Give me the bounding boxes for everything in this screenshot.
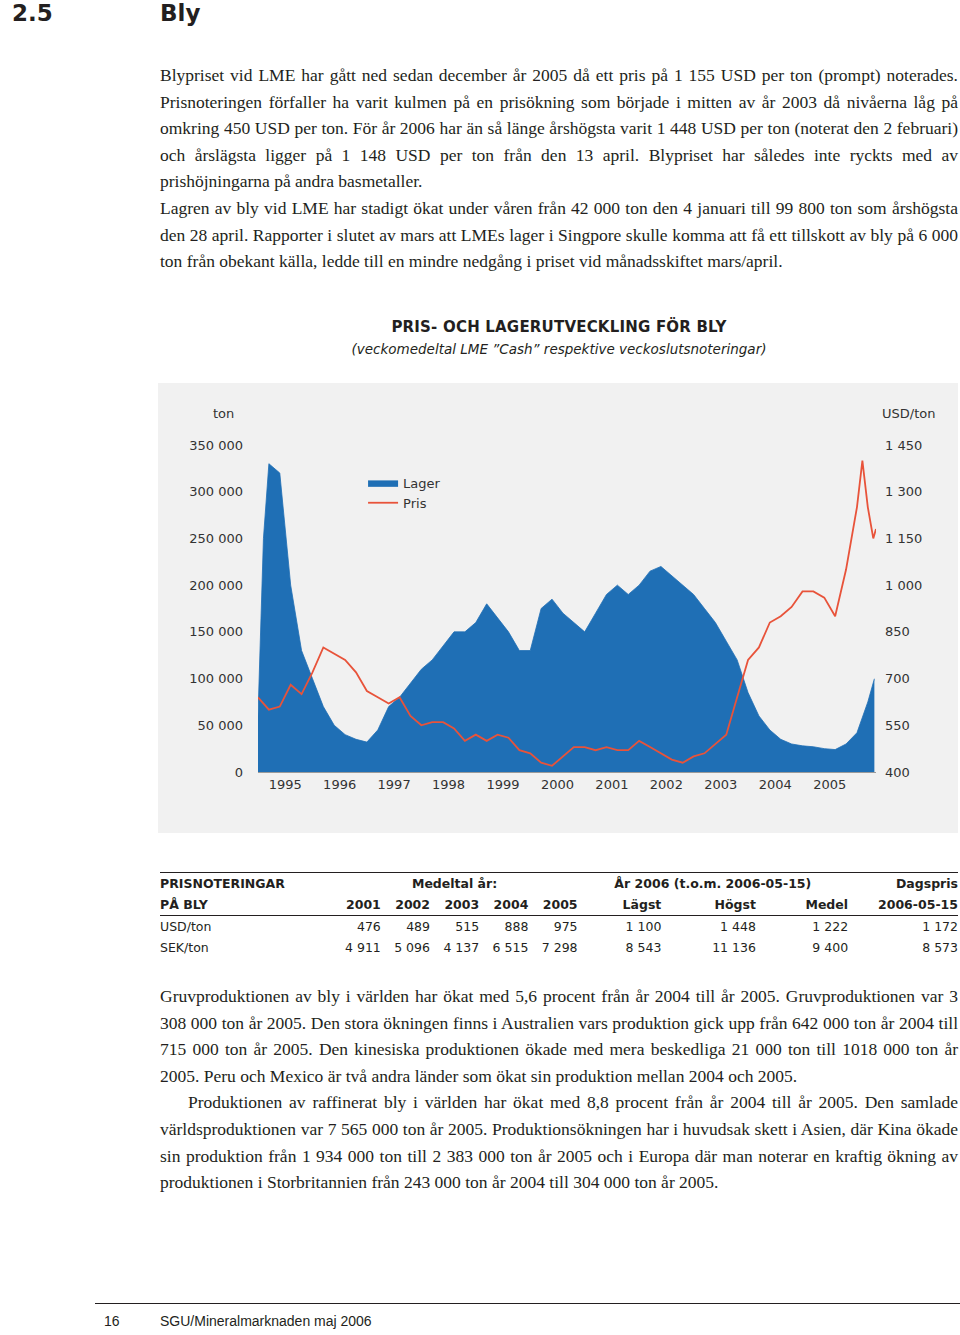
html-text:Produktionen av raffinerat bly: Produktionen av raffinerat bly i världen… <box>160 1092 958 1193</box>
html-text:888: 888 <box>504 919 529 934</box>
svg-text:1997: 1997 <box>378 777 411 792</box>
html-text:Högst: Högst <box>714 897 756 912</box>
html-text:489: 489 <box>406 919 430 934</box>
svg-text:2003: 2003 <box>704 777 737 792</box>
html-text:Blypriset vid LME har gått ned: Blypriset vid LME har gått ned sedan dec… <box>160 65 958 192</box>
svg-text:250 000: 250 000 <box>189 531 243 546</box>
svg-text:550: 550 <box>885 718 910 733</box>
svg-text:1996: 1996 <box>323 777 356 792</box>
svg-text:50 000: 50 000 <box>198 718 244 733</box>
html-text:1 172: 1 172 <box>922 919 958 934</box>
html-text:8 573: 8 573 <box>922 940 958 955</box>
html-text:2003: 2003 <box>444 897 480 912</box>
svg-text:100 000: 100 000 <box>189 671 243 686</box>
html-text:Medeltal år:: Medeltal år: <box>411 876 498 891</box>
html-text:SGU/Mineralmarknaden maj 2006: SGU/Mineralmarknaden maj 2006 <box>160 1313 372 1329</box>
html-text:11 136: 11 136 <box>712 940 756 955</box>
svg-text:2004: 2004 <box>759 777 792 792</box>
svg-text:150 000: 150 000 <box>189 624 243 639</box>
html-text:2.5: 2.5 <box>12 0 53 26</box>
html-text:2001: 2001 <box>346 897 381 912</box>
html-text:USD/ton: USD/ton <box>160 919 212 934</box>
svg-text:2000: 2000 <box>541 777 574 792</box>
svg-text:200 000: 200 000 <box>189 578 243 593</box>
html-text:(veckomedeltal LME ”Cash” resp: (veckomedeltal LME ”Cash” respektive vec… <box>351 341 767 357</box>
html-text:PÅ BLY: PÅ BLY <box>160 897 208 912</box>
svg-text:1999: 1999 <box>486 777 519 792</box>
html-text:År 2006 (t.o.m. 2006-05-15): År 2006 (t.o.m. 2006-05-15) <box>614 876 812 891</box>
html-text:Medel: Medel <box>805 897 849 912</box>
html-text:9 400: 9 400 <box>812 940 849 955</box>
html-text:PRIS- OCH LAGERUTVECKLING FÖR: PRIS- OCH LAGERUTVECKLING FÖR BLY <box>391 318 727 336</box>
svg-text:350 000: 350 000 <box>189 438 243 453</box>
html-text:476: 476 <box>356 919 381 934</box>
html-text:PRISNOTERINGAR: PRISNOTERINGAR <box>160 876 285 891</box>
svg-text:USD/ton: USD/ton <box>882 406 935 421</box>
html-text:2006-05-15: 2006-05-15 <box>878 897 958 912</box>
svg-text:2005: 2005 <box>813 777 846 792</box>
html-text:2002: 2002 <box>395 897 430 912</box>
svg-text:850: 850 <box>885 624 910 639</box>
svg-text:700: 700 <box>885 671 910 686</box>
html-text:16: 16 <box>104 1313 120 1329</box>
svg-text:1 450: 1 450 <box>885 438 922 453</box>
html-text:5 096: 5 096 <box>394 940 430 955</box>
html-text:SEK/ton: SEK/ton <box>160 940 209 955</box>
html-text:4 911: 4 911 <box>345 940 381 955</box>
svg-text:1 000: 1 000 <box>885 578 922 593</box>
svg-text:1 300: 1 300 <box>885 484 922 499</box>
html-text:7 298: 7 298 <box>541 940 578 955</box>
html-text:Gruvproduktionen av bly i värl: Gruvproduktionen av bly i världen har ök… <box>160 986 958 1086</box>
svg-text:1998: 1998 <box>432 777 465 792</box>
svg-text:400: 400 <box>885 765 910 780</box>
svg-text:Pris: Pris <box>403 496 427 511</box>
html-text:1 100: 1 100 <box>625 919 662 934</box>
html-text:8 543: 8 543 <box>625 940 662 955</box>
svg-text:2002: 2002 <box>650 777 683 792</box>
svg-text:0: 0 <box>235 765 243 780</box>
svg-text:2001: 2001 <box>595 777 628 792</box>
html-text:Bly: Bly <box>160 0 201 26</box>
html-text:Dagspris: Dagspris <box>896 876 958 891</box>
html-text:Lagren av bly vid LME har stad: Lagren av bly vid LME har stadigt ökat u… <box>160 198 958 272</box>
svg-text:300 000: 300 000 <box>189 484 243 499</box>
html-text:1 222: 1 222 <box>812 919 849 934</box>
html-text:Lägst: Lägst <box>622 897 662 912</box>
html-text:6 515: 6 515 <box>492 940 529 955</box>
html-text:2005: 2005 <box>542 897 578 912</box>
html-text:515: 515 <box>455 919 480 934</box>
svg-text:1995: 1995 <box>269 777 302 792</box>
html-text:4 137: 4 137 <box>443 940 480 955</box>
svg-text:1 150: 1 150 <box>885 531 922 546</box>
svg-text:ton: ton <box>213 406 234 421</box>
html-text:1 448: 1 448 <box>720 919 756 934</box>
html-text:975: 975 <box>553 919 578 934</box>
svg-text:Lager: Lager <box>403 476 440 491</box>
html-text:2004: 2004 <box>493 897 529 912</box>
